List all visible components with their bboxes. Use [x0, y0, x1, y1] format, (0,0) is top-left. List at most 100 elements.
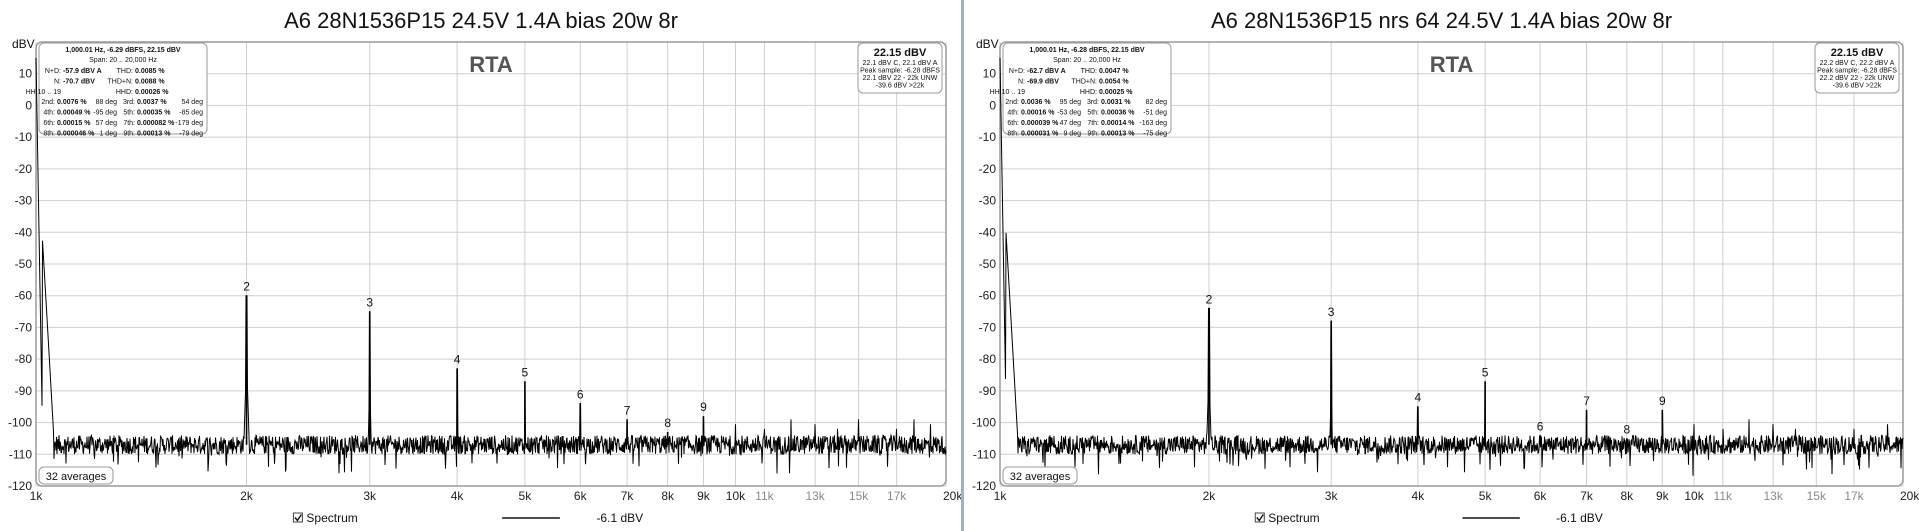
stats-phase: 47 deg	[1060, 120, 1082, 127]
averages-label: 32 averages	[1010, 471, 1071, 483]
stats-label: N:	[54, 78, 61, 85]
stats-value: 0.0088 %	[135, 78, 165, 85]
stats-value: 0.00049 %	[57, 110, 91, 117]
y-tick-label: -20	[979, 162, 997, 176]
chart-title: A6 28N1536P15 24.5V 1.4A bias 20w 8r	[284, 8, 678, 33]
left-chart-panel: A6 28N1536P15 24.5V 1.4A bias 20w 8r dBV 1…	[8, 8, 962, 525]
stats-label: 6th:	[43, 120, 55, 127]
y-tick-label: -20	[15, 162, 33, 176]
harmonic-label-2: 2	[1206, 292, 1213, 306]
stats-phase: 9 deg	[1063, 130, 1081, 137]
stats-phase: -51 deg	[1143, 110, 1167, 117]
plot-frame	[999, 41, 1904, 487]
checkmark-icon	[294, 514, 302, 522]
stats-phase: -75 deg	[1143, 130, 1167, 137]
stats-value: 0.0031 %	[1101, 99, 1131, 106]
harmonic-label-7: 7	[624, 403, 631, 417]
y-tick-label: -10	[979, 130, 997, 144]
averages-label: 32 averages	[46, 471, 107, 483]
stats-label: HH 10 .. 19	[990, 89, 1026, 96]
harmonic-label-5: 5	[522, 365, 529, 379]
y-tick-label: 10	[983, 67, 997, 81]
harmonic-label-2: 2	[243, 280, 250, 294]
stats-value: 0.00013 %	[137, 130, 171, 137]
stats-value: 0.0037 %	[137, 99, 167, 106]
stats-value: 0.0085 %	[135, 68, 165, 75]
stats-phase: 57 deg	[96, 120, 118, 127]
stats-label: THD+N:	[108, 78, 134, 85]
spectrum-checkbox[interactable]	[1254, 512, 1265, 523]
y-tick-label: -110	[9, 447, 32, 461]
spectrum-checkbox[interactable]	[292, 512, 303, 523]
stats-label: 7th:	[123, 120, 135, 127]
stats-label: 4th:	[43, 110, 55, 117]
stats-label: 3rd:	[123, 99, 135, 106]
stats-phase: -179 deg	[175, 120, 203, 127]
panel-divider	[961, 0, 964, 531]
level-main: 22.15 dBV	[874, 47, 927, 59]
stats-label: HHD:	[1080, 89, 1097, 96]
level-box-frame	[857, 42, 943, 94]
x-tick-label: 9k	[1656, 489, 1670, 503]
x-tick-label: 9k	[697, 489, 711, 503]
y-tick-label: -60	[15, 289, 33, 303]
stats-value: 0.00026 %	[135, 89, 169, 96]
x-tick-label: 17k	[887, 489, 907, 503]
y-tick-label: -40	[979, 225, 997, 239]
stats-label: 4th:	[1007, 110, 1019, 117]
stats-value: 0.0036 %	[1021, 99, 1051, 106]
stats-box: 1,000.01 Hz, -6.28 dBFS, 22.15 dBV Span: …	[990, 42, 1172, 137]
y-axis-label: dBV	[976, 37, 999, 51]
y-tick-label: -120	[972, 479, 996, 493]
y-tick-label: -50	[979, 257, 997, 271]
stats-value: 0.000046 %	[57, 130, 95, 137]
x-tick-label: 15k	[1807, 489, 1827, 503]
stats-header: 1,000.01 Hz, -6.29 dBFS, 22.15 dBV	[65, 47, 180, 54]
spectrum-trace	[999, 57, 1904, 476]
x-tick-label: 20kHz	[1900, 489, 1919, 503]
y-tick-label: -60	[979, 289, 997, 303]
level-line: -39.6 dBV >22k	[876, 83, 925, 90]
y-tick-label: 10	[19, 67, 33, 81]
stats-label: THD+N:	[1072, 78, 1098, 85]
x-tick-label: 13k	[1763, 489, 1783, 503]
x-tick-label: 11k	[1714, 489, 1733, 503]
harmonic-label-5: 5	[1482, 365, 1489, 379]
stats-value: 0.00025 %	[1099, 89, 1133, 96]
stats-phase: 54 deg	[182, 99, 204, 106]
y-tick-label: -100	[8, 416, 32, 430]
harmonic-label-3: 3	[366, 296, 373, 310]
stats-value: 0.000031 %	[1021, 130, 1059, 137]
harmonic-label-9: 9	[1659, 394, 1666, 408]
stats-box-frame	[1002, 42, 1172, 135]
harmonic-label-4: 4	[1415, 391, 1422, 405]
x-tick-label: 4k	[1412, 489, 1426, 503]
y-tick-label: -40	[15, 225, 33, 239]
y-axis-label: dBV	[12, 37, 35, 51]
stats-value: 0.000039 %	[1021, 120, 1059, 127]
checkmark-icon	[1256, 514, 1264, 522]
averages-box: 32 averages	[38, 466, 114, 485]
stats-span: Span: 20 .. 20,000 Hz	[89, 57, 157, 64]
stats-value: -70.7 dBV	[63, 78, 95, 85]
spectrum-chart: A6 28N1536P15 nrs 64 24.5V 1.4A bias 20w…	[972, 8, 1919, 525]
y-tick-label: -70	[979, 320, 997, 334]
x-tick-label: 15k	[849, 489, 869, 503]
x-tick-label: 6k	[574, 489, 588, 503]
stats-label: 8th:	[1007, 130, 1019, 137]
x-tick-label: 3k	[1325, 489, 1339, 503]
stats-label: 5th:	[1087, 110, 1099, 117]
stats-label: 8th:	[43, 130, 55, 137]
y-tick-label: -30	[979, 194, 997, 208]
harmonic-label-4: 4	[454, 353, 461, 367]
stats-box: 1,000.01 Hz, -6.29 dBFS, 22.15 dBV Span: …	[26, 42, 208, 137]
x-tick-label: 1k	[994, 489, 1008, 503]
stats-value: 0.0076 %	[57, 99, 87, 106]
stats-label: 9th:	[123, 130, 135, 137]
legend-level-label: -6.1 dBV	[596, 511, 643, 525]
stats-phase: -95 deg	[93, 110, 117, 117]
stats-value: -62.7 dBV A	[1027, 68, 1066, 75]
level-line: Peak sample: -6.28 dBFS	[860, 68, 940, 75]
harmonic-label-8: 8	[664, 416, 671, 430]
